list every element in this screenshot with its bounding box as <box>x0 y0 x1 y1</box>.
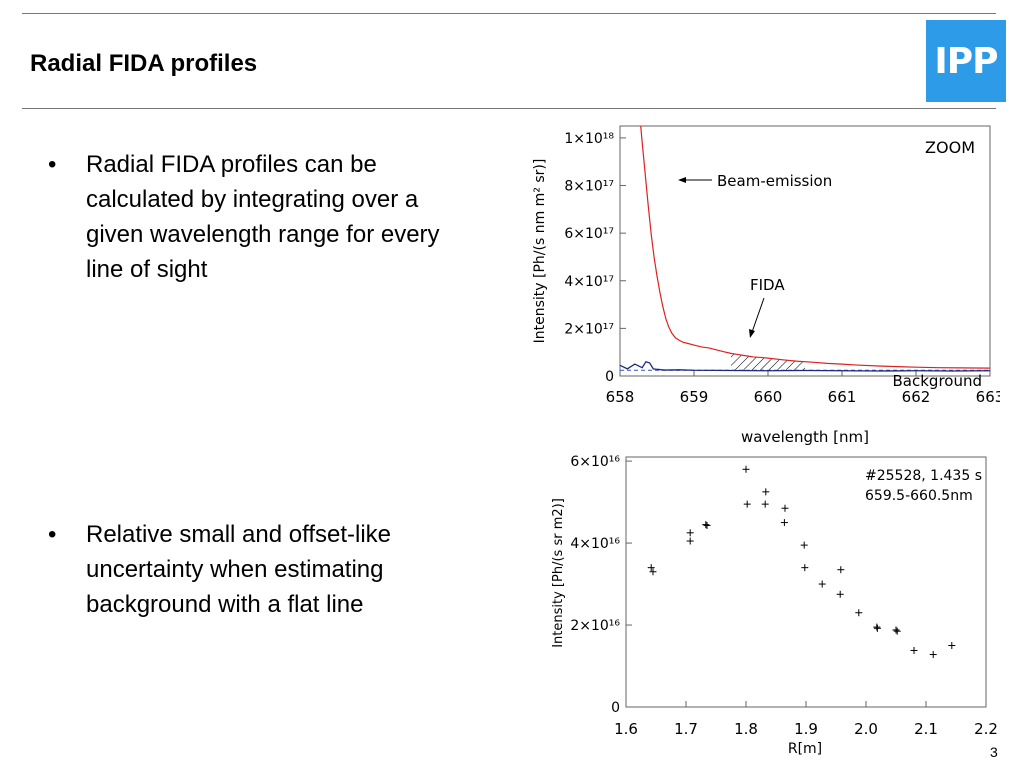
spectrum-series-line <box>640 125 991 369</box>
spectrum-y-tick-label: 1×10¹⁸ <box>564 131 614 147</box>
bullet-point-2: • Relative small and offset-like uncerta… <box>48 517 478 622</box>
profile-y-tick-label: 2×10¹⁶ <box>570 618 620 634</box>
profile-data-points <box>647 465 956 659</box>
profile-y-axis-label: Intensity [Ph/(s sr m2)] <box>551 498 566 648</box>
fida-arrow <box>750 297 765 336</box>
bullet-marker: • <box>48 521 57 548</box>
profile-data-point <box>873 624 881 632</box>
profile-data-point <box>702 521 710 529</box>
profile-data-point <box>948 642 956 650</box>
profile-data-point <box>855 609 863 617</box>
profile-data-point <box>910 646 918 654</box>
spectrum-y-ticks: 0 2×10¹⁷ 4×10¹⁷ 6×10¹⁷ 8×10¹⁷ 1×10¹⁸ <box>564 131 626 385</box>
profile-x-tick-label: 1.8 <box>734 720 758 738</box>
profile-data-point <box>929 651 937 659</box>
spectrum-plot-frame <box>619 125 991 377</box>
bullet-marker: • <box>48 151 57 178</box>
beam-emission-arrowhead <box>678 177 686 183</box>
profile-x-ticks: 1.6 1.7 1.8 1.9 2.0 2.1 2.2 <box>614 701 998 738</box>
spectrum-x-tick-label: 661 <box>828 388 857 406</box>
spectrum-y-tick-label: 2×10¹⁷ <box>564 321 614 337</box>
fida-arrowhead <box>749 329 755 338</box>
spectrum-x-tick-label: 658 <box>606 388 635 406</box>
zoom-label: ZOOM <box>925 138 975 157</box>
spectrum-x-tick-label: 659 <box>680 388 709 406</box>
profile-data-point <box>742 465 750 473</box>
fida-hatched-area <box>731 353 805 371</box>
slide-title: Radial FIDA profiles <box>30 50 258 77</box>
profile-x-tick-label: 2.1 <box>914 720 938 738</box>
spectrum-y-tick-label: 4×10¹⁷ <box>564 274 614 290</box>
profile-y-ticks: 0 2×10¹⁶ 4×10¹⁶ 6×10¹⁶ <box>570 454 632 716</box>
profile-data-point <box>780 519 788 527</box>
fida-label: FIDA <box>750 276 785 294</box>
profile-data-point <box>836 590 844 598</box>
spectrum-x-tick-label: 663 <box>976 388 1000 406</box>
profile-data-point <box>818 580 826 588</box>
spectrum-y-tick-label: 6×10¹⁷ <box>564 226 614 242</box>
profile-x-tick-label: 1.7 <box>674 720 698 738</box>
profile-data-point <box>686 529 694 537</box>
profile-data-point <box>893 627 901 635</box>
spectrum-y-axis-label: Intensity [Ph/(s nm m² sr)] <box>532 159 548 344</box>
profile-data-point <box>703 521 711 529</box>
bullet-text-1: Radial FIDA profiles can be calculated b… <box>86 151 440 283</box>
profile-x-tick-label: 2.0 <box>854 720 878 738</box>
background-series-line <box>619 360 991 372</box>
ipp-logo: IPP <box>926 20 1006 102</box>
header-rule-bottom <box>22 108 996 109</box>
profile-data-point <box>762 488 770 496</box>
profile-data-point <box>892 626 900 634</box>
radial-profile-chart: 0 2×10¹⁶ 4×10¹⁶ 6×10¹⁶ 1.6 1.7 1.8 1.9 2.0 2.1 2.… <box>551 454 998 757</box>
profile-data-point <box>649 568 657 576</box>
profile-x-axis-label: R[m] <box>788 741 822 757</box>
bullet-point-1: • Radial FIDA profiles can be calculated… <box>48 147 478 287</box>
profile-data-point <box>647 564 655 572</box>
spectrum-x-tick-label: 660 <box>754 388 783 406</box>
profile-data-point <box>761 500 769 508</box>
background-label: Background <box>893 372 983 390</box>
spectrum-x-axis-label: wavelength [nm] <box>741 428 869 446</box>
profile-y-tick-label: 4×10¹⁶ <box>570 536 620 552</box>
profile-y-tick-label: 6×10¹⁶ <box>570 454 620 470</box>
profile-data-point <box>686 537 694 545</box>
beam-emission-label: Beam-emission <box>717 172 832 190</box>
spectrum-x-tick-label: 662 <box>902 388 931 406</box>
profile-data-point <box>800 541 808 549</box>
spectrum-y-tick-label: 0 <box>605 369 614 385</box>
profile-data-point <box>743 500 751 508</box>
profile-x-tick-label: 1.6 <box>614 720 638 738</box>
spectrum-x-ticks: 658 659 660 661 662 663 <box>606 370 1000 406</box>
profile-data-point <box>781 504 789 512</box>
profile-data-point <box>837 566 845 574</box>
bullet-text-2: Relative small and offset-like uncertain… <box>86 521 392 618</box>
spectrum-y-tick-label: 8×10¹⁷ <box>564 179 614 195</box>
wavelength-range-label: 659.5-660.5nm <box>865 488 973 504</box>
spectrum-chart: 0 2×10¹⁷ 4×10¹⁷ 6×10¹⁷ 8×10¹⁷ 1×10¹⁸ 658 659 66… <box>532 125 1000 446</box>
profile-y-tick-label: 0 <box>611 700 620 716</box>
profile-x-tick-label: 1.9 <box>794 720 818 738</box>
header-rule-top <box>22 13 996 14</box>
profile-data-point <box>873 623 881 631</box>
shot-info-label: #25528, 1.435 s <box>865 468 982 484</box>
page-number: 3 <box>990 744 998 760</box>
profile-data-point <box>801 564 809 572</box>
profile-x-tick-label: 2.2 <box>974 720 998 738</box>
